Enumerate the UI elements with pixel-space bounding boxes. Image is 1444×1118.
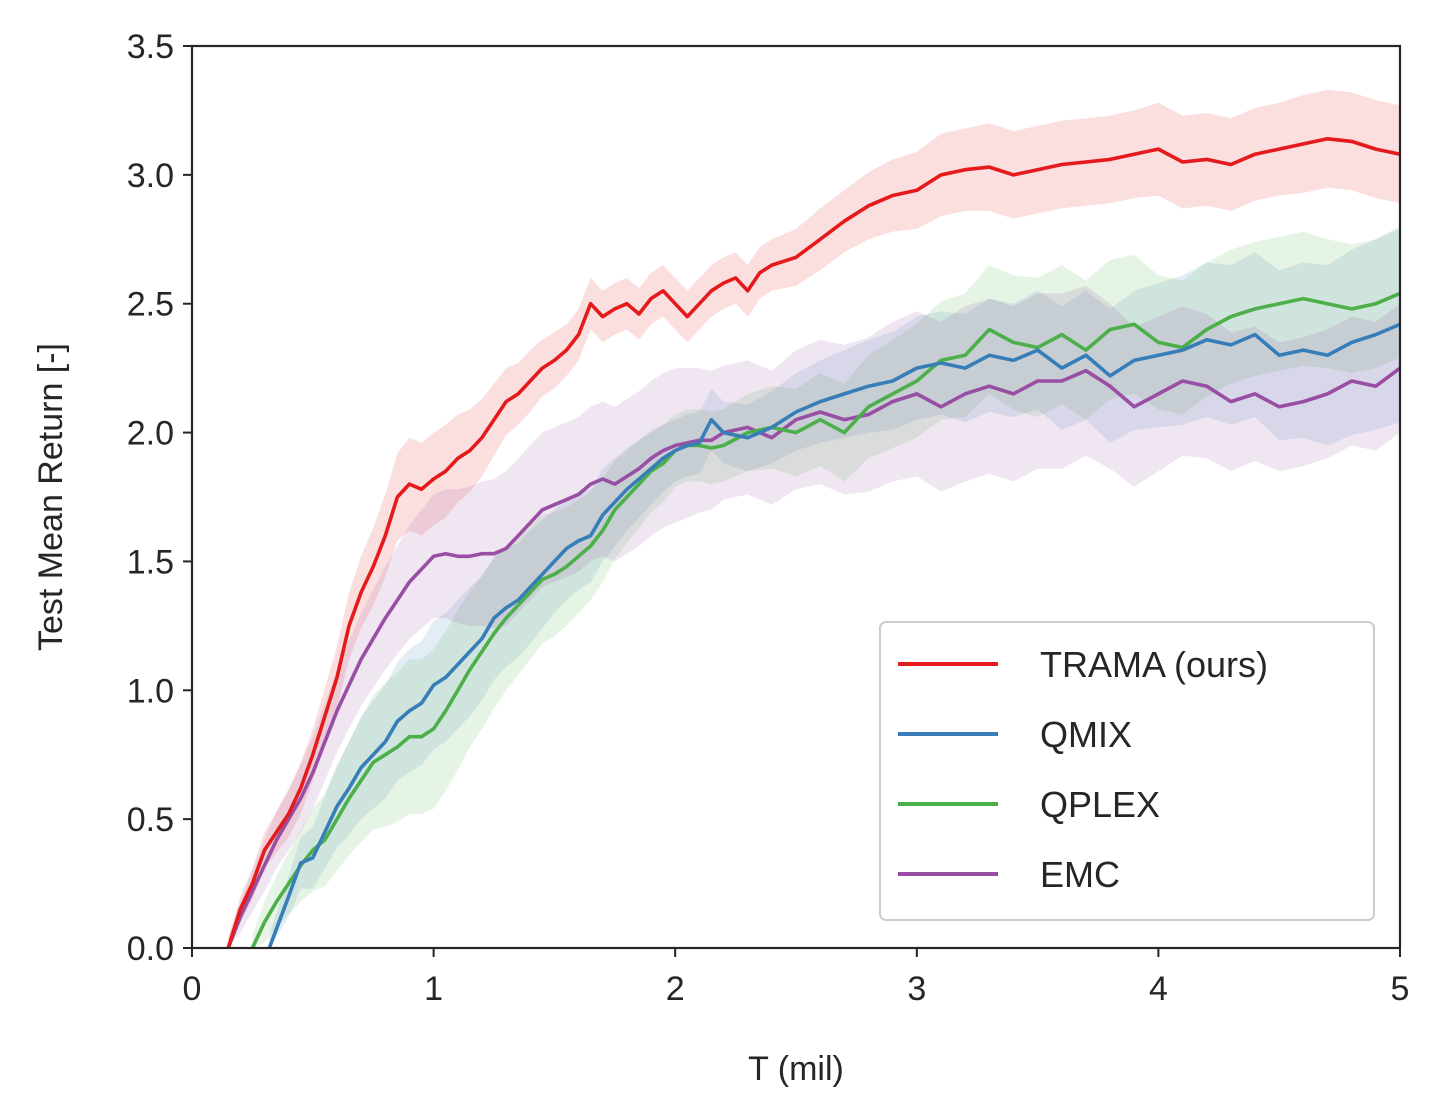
y-tick-label: 2.0 [127, 415, 174, 453]
y-axis-title: Test Mean Return [-] [32, 343, 70, 651]
x-tick-label: 1 [424, 970, 443, 1008]
legend-box [879, 621, 1375, 921]
y-tick-label: 3.0 [127, 157, 174, 195]
line-qplex [250, 291, 1401, 949]
x-tick-label: 2 [666, 970, 685, 1008]
legend-label-emc: EMC [1040, 854, 1120, 895]
y-tick-label: 2.5 [127, 286, 174, 324]
line-qmix [267, 322, 1401, 949]
y-tick-label: 3.5 [127, 28, 174, 66]
line-trama-ours [226, 137, 1401, 949]
plot-frame [190, 44, 1402, 950]
x-axis: 0 1 2 3 4 5 [183, 948, 1410, 1008]
x-tick-label: 0 [183, 970, 202, 1008]
x-axis-title: T (mil) [748, 1050, 844, 1088]
series-lines [226, 137, 1402, 949]
y-tick-label: 1.5 [127, 543, 174, 581]
legend-label-qplex: QPLEX [1040, 784, 1160, 825]
y-tick-label: 0.5 [127, 801, 174, 839]
legend-label-qmix: QMIX [1040, 714, 1132, 755]
y-axis: 0.0 0.5 1.0 1.5 2.0 2.5 3.0 3.5 [127, 28, 192, 968]
line-emc [226, 366, 1402, 949]
legend-label-trama-ours: TRAMA (ours) [1040, 644, 1268, 685]
x-tick-label: 4 [1149, 970, 1168, 1008]
x-tick-label: 3 [907, 970, 926, 1008]
y-tick-label: 0.0 [127, 930, 174, 968]
band-emc [228, 285, 1401, 948]
band-qmix [269, 226, 1400, 948]
y-tick-label: 1.0 [127, 672, 174, 710]
band-trama-ours [228, 89, 1401, 949]
legend: TRAMA (ours) QMIX QPLEX EMC [879, 621, 1375, 921]
x-tick-label: 5 [1391, 970, 1410, 1008]
